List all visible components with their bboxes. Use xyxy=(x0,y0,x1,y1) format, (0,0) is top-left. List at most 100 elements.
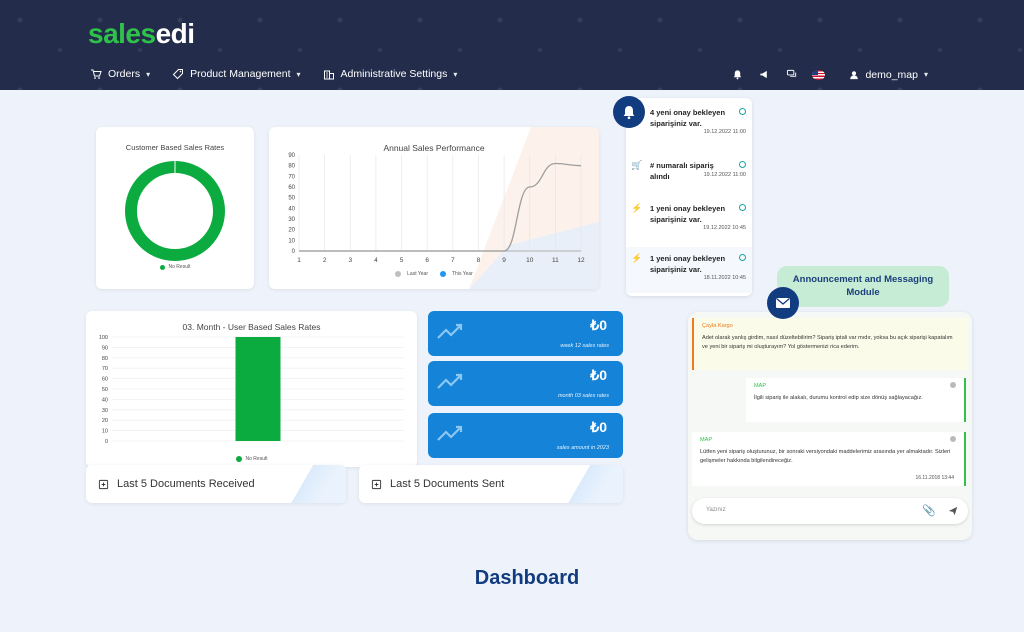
x-tick-label: 8 xyxy=(477,257,481,264)
chevron-down-icon: ▾ xyxy=(923,70,928,79)
notification-item[interactable]: 🛒 # numaralı sipariş alındı 19.12.2022 1… xyxy=(626,160,752,206)
annual-title: Annual Sales Performance xyxy=(383,143,485,153)
donut-chart xyxy=(125,161,225,261)
legend-swatch-this-year xyxy=(440,271,446,277)
send-icon[interactable] xyxy=(948,506,958,516)
x-tick-label: 2 xyxy=(323,257,327,264)
cart-icon: 🛒 xyxy=(631,160,643,170)
message-time: 16.11.2018 13:44 xyxy=(915,475,954,481)
y-tick-label: 80 xyxy=(102,356,108,362)
message-input[interactable]: Yazınız 📎 xyxy=(692,498,968,524)
message-bubble[interactable]: Çayla Kargo Adet olarak yanlış girdim, n… xyxy=(692,318,968,370)
x-tick-label: 9 xyxy=(502,257,506,264)
nav-product-management[interactable]: Product Management ▾ xyxy=(172,68,301,80)
bolt-icon: ⚡ xyxy=(631,253,643,263)
envelope-icon xyxy=(767,287,799,319)
bolt-icon: ⚡ xyxy=(631,203,643,213)
legend-swatch xyxy=(235,456,242,462)
nav-administrative-settings[interactable]: Administrative Settings ▾ xyxy=(323,68,458,80)
chevron-down-icon: ▾ xyxy=(453,69,458,79)
chevron-down-icon: ▾ xyxy=(296,69,301,79)
annual-legend: Last Year This Year xyxy=(269,271,599,277)
legend-this-year: This Year xyxy=(452,271,473,277)
y-tick-label: 50 xyxy=(288,196,295,202)
notification-time: 19.12.2022 11:00 xyxy=(703,129,746,135)
nav-orders[interactable]: Orders ▾ xyxy=(90,68,150,80)
message-bubble[interactable]: MAP İlgili sipariş ile alakalı, durumu k… xyxy=(746,378,966,422)
x-tick-label: 7 xyxy=(451,257,455,264)
unread-circle-icon[interactable] xyxy=(739,254,746,261)
message-bubble[interactable]: MAP Lütfen yeni sipariş oluşturunuz, bir… xyxy=(692,432,966,486)
chat-bubbles-icon[interactable] xyxy=(785,68,798,81)
week-sales-tile[interactable]: ₺0 week 12 sales rates xyxy=(428,311,623,356)
message-menu-dot-icon[interactable] xyxy=(950,382,956,388)
y-tick-label: 10 xyxy=(102,429,108,435)
notification-time: 19.12.2022 10:45 xyxy=(703,225,746,231)
documents-received-box[interactable]: Last 5 Documents Received xyxy=(86,465,346,503)
notification-item[interactable]: ⚡ 1 yeni onay bekleyen siparişiniz var. … xyxy=(626,203,752,249)
chevron-down-icon: ▾ xyxy=(146,69,151,79)
y-tick-label: 60 xyxy=(102,377,108,383)
nav-product-management-label: Product Management xyxy=(190,68,291,80)
decorative-background xyxy=(469,127,599,289)
document-icon xyxy=(98,479,109,489)
tag-icon xyxy=(172,69,184,80)
y-tick-label: 90 xyxy=(102,345,108,351)
notification-item[interactable]: 4 yeni onay bekleyen siparişiniz var. 19… xyxy=(626,107,752,153)
donut-legend-label: No Result xyxy=(168,264,191,270)
x-tick-label: 10 xyxy=(526,257,534,264)
logo[interactable]: salesedi xyxy=(88,18,195,50)
y-tick-label: 70 xyxy=(102,366,108,372)
bell-icon[interactable] xyxy=(731,68,744,81)
decorative-wave xyxy=(553,465,623,503)
announcement-line-2: Module xyxy=(846,287,880,298)
x-tick-label: 5 xyxy=(400,257,404,264)
message-sender: Çayla Kargo xyxy=(702,323,733,329)
y-tick-label: 40 xyxy=(288,206,295,212)
unread-circle-icon[interactable] xyxy=(739,204,746,211)
x-tick-label: 11 xyxy=(552,257,559,264)
y-tick-label: 30 xyxy=(102,408,108,414)
annual-performance-card: Annual Sales Performance 1 2 3 4 5 6 7 8 9 10 11 12… xyxy=(269,127,599,289)
logo-text-sales: sales xyxy=(88,18,156,49)
documents-received-label: Last 5 Documents Received xyxy=(117,478,255,490)
announcement-module-button[interactable]: Announcement and Messaging Module xyxy=(777,266,949,307)
notification-item[interactable]: ⚡ 1 yeni onay bekleyen siparişiniz var. … xyxy=(626,247,752,293)
series-line-this-year xyxy=(299,162,582,252)
legend-last-year: Last Year xyxy=(407,271,428,277)
building-icon xyxy=(323,70,334,80)
user-sales-card: 03. Month - User Based Sales Rates 0 10 20… xyxy=(86,311,417,467)
documents-sent-box[interactable]: Last 5 Documents Sent xyxy=(359,465,623,503)
notification-text: 1 yeni onay bekleyen siparişiniz var. xyxy=(650,204,726,224)
decorative-wave xyxy=(276,465,346,503)
month-sales-tile[interactable]: ₺0 month 03 sales rates xyxy=(428,361,623,406)
us-flag-icon[interactable] xyxy=(812,68,826,81)
y-tick-label: 40 xyxy=(102,397,108,403)
header-pattern xyxy=(0,0,1024,90)
bell-icon xyxy=(613,96,645,128)
legend-swatch xyxy=(159,264,165,270)
page-title: Dashboard xyxy=(474,567,580,589)
unread-circle-icon[interactable] xyxy=(739,161,746,168)
paperclip-icon[interactable]: 📎 xyxy=(922,505,936,517)
user-menu[interactable]: demo_map ▾ xyxy=(849,69,928,81)
trend-up-icon xyxy=(437,373,463,389)
notifications-panel: 4 yeni onay bekleyen siparişiniz var. 19… xyxy=(613,96,752,296)
x-tick-label: 12 xyxy=(577,257,585,264)
y-tick-label: 20 xyxy=(102,418,108,424)
x-tick-label: 3 xyxy=(348,257,352,264)
userchart-title: 03. Month - User Based Sales Rates xyxy=(182,322,321,332)
tile-value: ₺0 xyxy=(590,419,607,435)
y-tick-label: 100 xyxy=(99,335,108,341)
documents-sent-label: Last 5 Documents Sent xyxy=(390,478,505,490)
y-tick-label: 0 xyxy=(292,249,296,255)
year-sales-tile[interactable]: ₺0 sales amount in 2023 xyxy=(428,413,623,458)
unread-circle-icon[interactable] xyxy=(739,108,746,115)
userchart-legend-label: No Result xyxy=(245,456,268,462)
message-menu-dot-icon[interactable] xyxy=(950,436,956,442)
message-text: Lütfen yeni sipariş oluşturunuz, bir son… xyxy=(700,449,951,464)
megaphone-icon[interactable] xyxy=(758,68,771,81)
y-tick-label: 70 xyxy=(288,174,295,180)
user-bar-chart: 0 10 20 30 40 50 60 70 80 90 100 xyxy=(99,335,404,445)
